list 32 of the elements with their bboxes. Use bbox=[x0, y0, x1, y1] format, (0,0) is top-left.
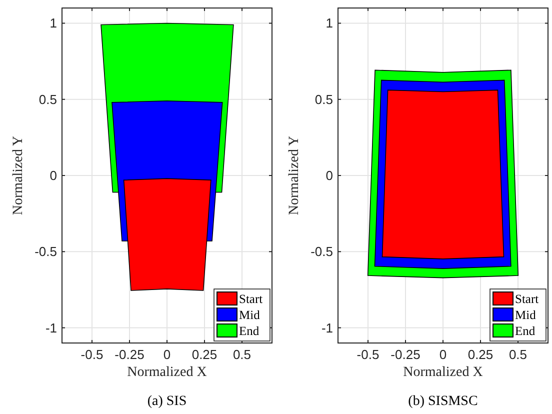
x-axis-title: Normalized X bbox=[403, 365, 483, 380]
y-tick-label: -1 bbox=[45, 320, 57, 336]
x-tick-label: 0.25 bbox=[468, 347, 494, 362]
y-tick-label: -0.5 bbox=[310, 244, 333, 260]
text: (a) SIS bbox=[147, 394, 187, 409]
legend-label: Mid bbox=[515, 308, 537, 322]
legend-label: Start bbox=[239, 292, 264, 306]
x-tick-label: -0.25 bbox=[114, 347, 144, 362]
x-tick-label: 0.5 bbox=[232, 347, 252, 362]
x-tick-label: -0.5 bbox=[80, 347, 104, 362]
x-tick-label: 0.25 bbox=[192, 347, 218, 362]
legend-label: Mid bbox=[239, 308, 261, 322]
y-tick-label: -0.5 bbox=[34, 244, 57, 260]
y-tick-label: 1 bbox=[50, 16, 57, 31]
legend-label: End bbox=[515, 324, 536, 338]
y-tick-label: 0.5 bbox=[38, 92, 57, 107]
x-axis-title: Normalized X bbox=[127, 365, 207, 380]
y-tick-label: 1 bbox=[326, 16, 333, 31]
x-tick-label: 0.5 bbox=[508, 347, 528, 362]
y-axis-title: Normalized Y bbox=[11, 136, 26, 216]
x-tick-label: -0.25 bbox=[390, 347, 420, 362]
y-tick-label: 0 bbox=[326, 168, 333, 183]
y-tick-label: 0.5 bbox=[314, 92, 333, 107]
x-tick-label: -0.5 bbox=[356, 347, 380, 362]
y-tick-label: -1 bbox=[321, 320, 333, 336]
y-tick-label: 0 bbox=[50, 168, 57, 183]
text: (b) SISMSC bbox=[408, 394, 478, 409]
legend-label: Start bbox=[515, 292, 540, 306]
y-axis-title: Normalized Y bbox=[287, 136, 302, 216]
x-tick-label: 0 bbox=[163, 347, 171, 362]
x-tick-label: 0 bbox=[439, 347, 447, 362]
legend-label: End bbox=[239, 324, 260, 338]
